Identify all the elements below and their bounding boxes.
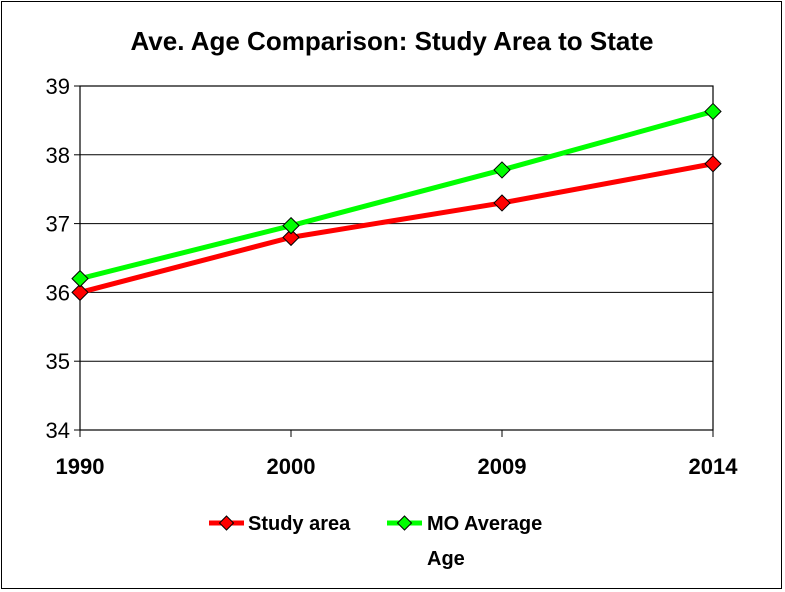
y-axis: 34 35 36 37 38 39 <box>46 74 80 443</box>
plot-area <box>79 85 714 431</box>
legend-entry-mo-average-age: MO Average Age <box>387 513 542 570</box>
gridlines <box>80 85 713 362</box>
legend-swatch-marker <box>396 515 413 531</box>
data-point <box>493 161 511 179</box>
y-tick-label: 37 <box>46 212 70 237</box>
legend-swatch-marker <box>218 515 235 531</box>
legend-entry-study-area: Study area <box>209 513 351 535</box>
x-axis: 1990 2000 2009 2014 <box>56 430 739 479</box>
series-line-mo-average-age <box>79 109 714 282</box>
x-tick-label: 2014 <box>689 454 739 479</box>
chart-title: Ave. Age Comparison: Study Area to State <box>131 26 654 56</box>
legend-label-study-area: Study area <box>248 513 351 535</box>
data-point <box>704 155 722 173</box>
data-point <box>282 216 300 235</box>
x-tick-label: 1990 <box>56 454 105 479</box>
legend-label-mo-average-line1: MO Average <box>427 513 542 535</box>
data-point <box>282 228 300 247</box>
data-point <box>493 194 511 212</box>
y-tick-label: 35 <box>46 349 70 374</box>
series-group <box>71 102 722 302</box>
data-point <box>71 269 89 288</box>
data-point <box>71 283 89 302</box>
legend-label-mo-average-line2: Age <box>427 548 465 570</box>
x-tick-label: 2009 <box>478 454 527 479</box>
y-tick-label: 34 <box>46 418 70 443</box>
y-tick-label: 38 <box>46 143 70 168</box>
series-line-study-area <box>79 161 714 295</box>
x-tick-label: 2000 <box>267 454 316 479</box>
y-tick-label: 39 <box>46 74 70 99</box>
data-point <box>704 102 722 121</box>
legend: Study area MO Average Age <box>209 513 542 570</box>
y-tick-label: 36 <box>46 280 70 305</box>
